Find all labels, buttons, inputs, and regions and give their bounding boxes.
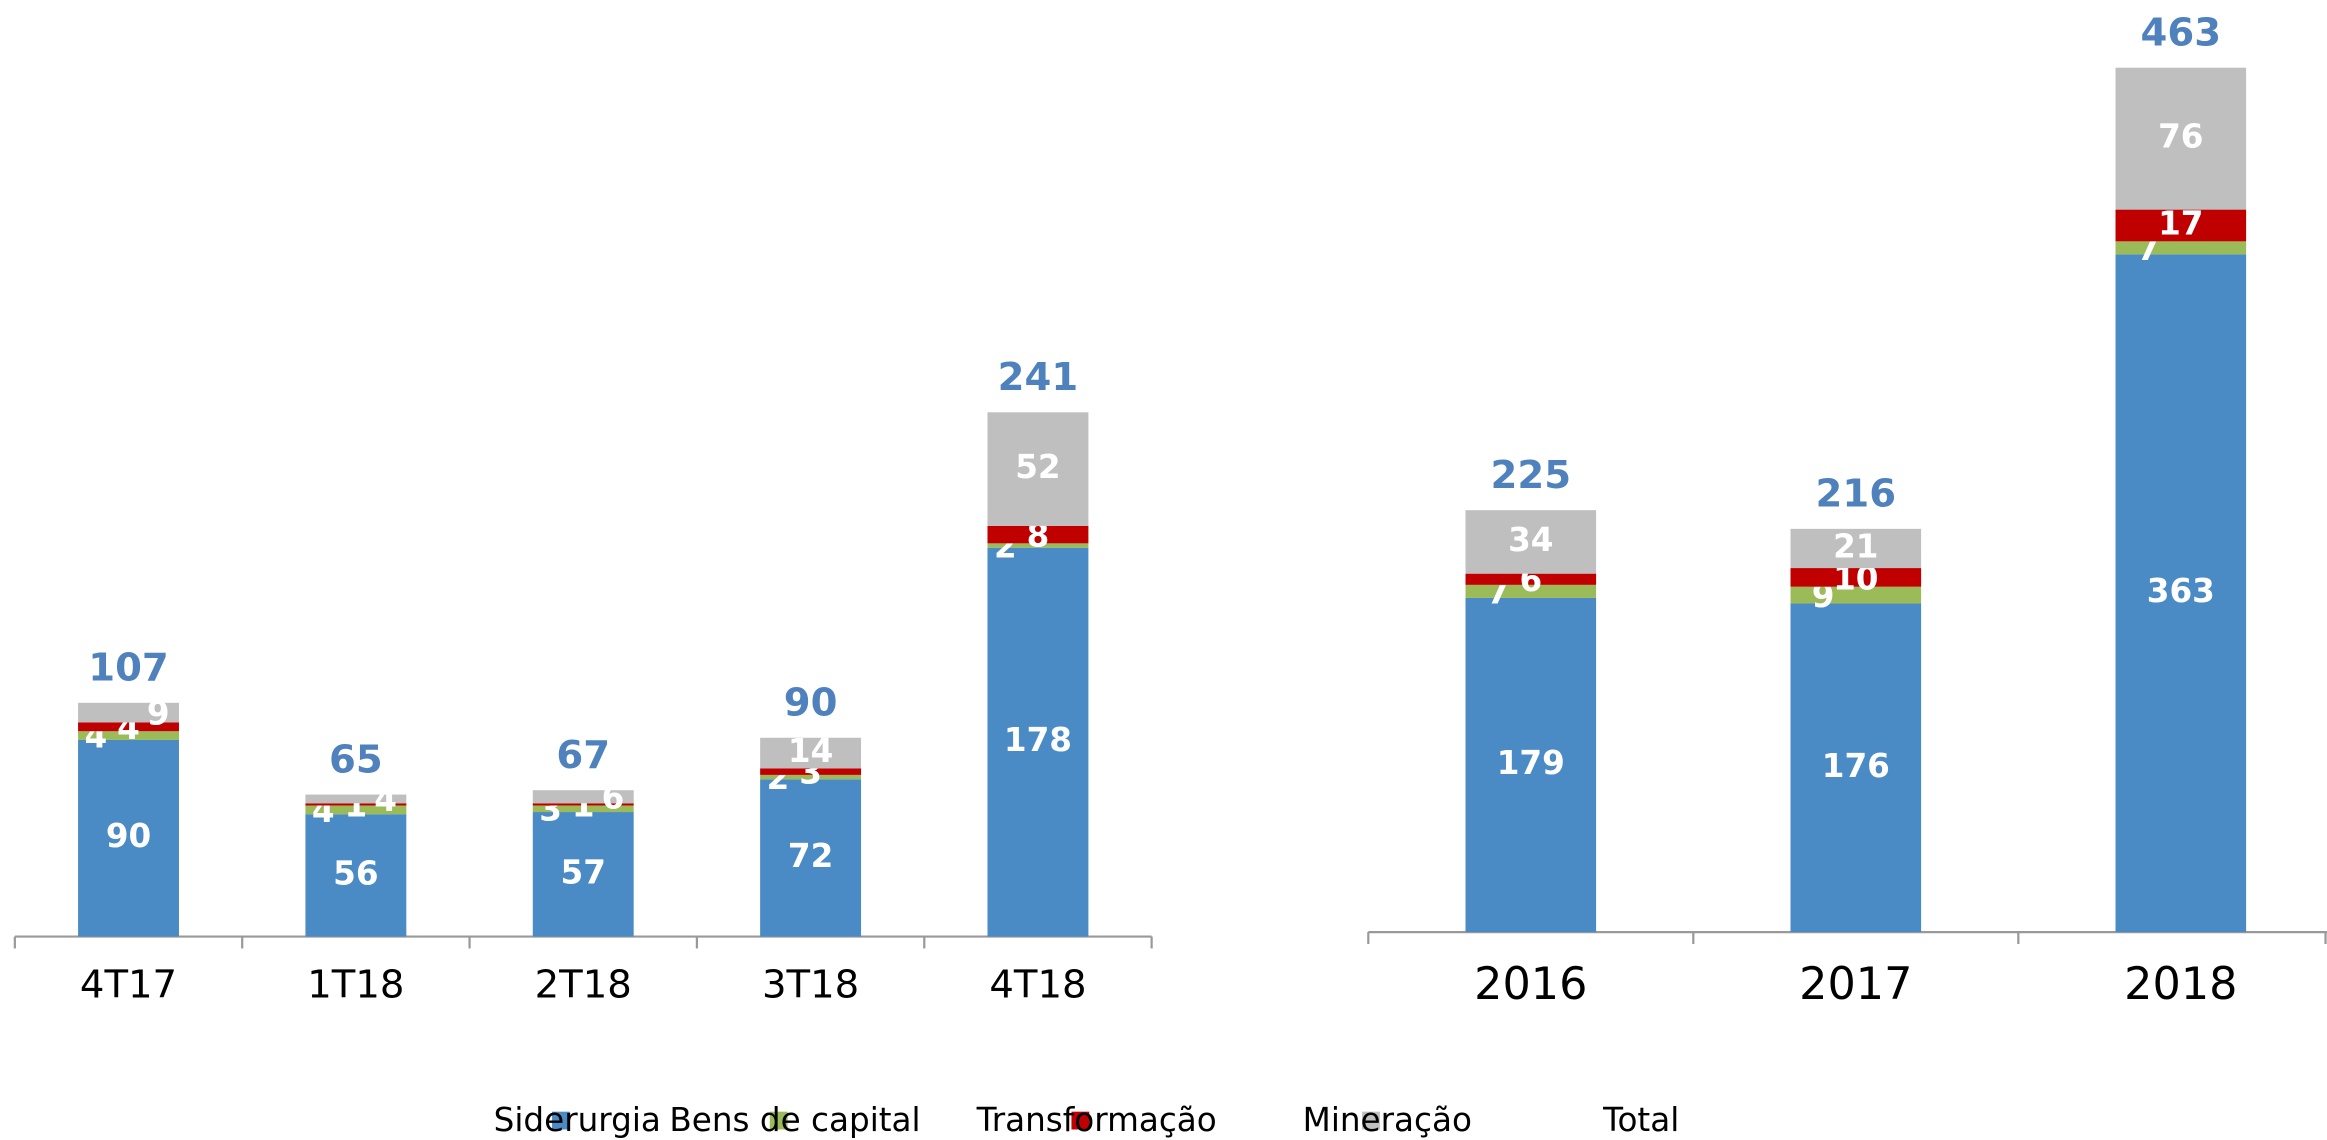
total-label: 90 (784, 681, 838, 726)
total-label: 216 (1816, 472, 1897, 517)
bar-segment (760, 768, 862, 775)
legend-swatch (769, 1111, 788, 1130)
bar-segment (987, 525, 1089, 544)
data-label: 4 (374, 781, 397, 819)
data-label: 9 (147, 695, 170, 733)
data-label: 363 (2147, 572, 2215, 610)
data-label: 57 (561, 853, 606, 891)
bar-segment (2115, 209, 2247, 242)
data-label: 6 (602, 779, 625, 817)
bar-segment (1790, 586, 1922, 604)
x-tick-label: 3T18 (762, 963, 859, 1008)
x-tick-label: 4T17 (80, 963, 177, 1008)
bar-segment (305, 794, 407, 804)
bar-segment (532, 812, 634, 937)
data-label: 178 (1004, 721, 1072, 759)
data-label: 52 (1015, 448, 1060, 486)
data-label: 17 (2158, 204, 2203, 242)
bar-segment (1790, 603, 1922, 933)
legend-label: Siderurgia (494, 1101, 661, 1139)
legend-label: Total (1602, 1101, 1679, 1139)
total-label: 463 (2141, 11, 2222, 56)
data-label: 56 (333, 854, 378, 892)
bar-segment (78, 702, 179, 723)
data-label: 34 (1508, 521, 1553, 559)
data-label: 1 (345, 786, 368, 824)
bar-segment (78, 722, 179, 732)
total-label: 107 (88, 646, 169, 691)
bar-segment (760, 774, 862, 780)
bar-segment (305, 805, 407, 815)
data-label: 21 (1833, 527, 1878, 565)
legend-swatch (552, 1111, 570, 1130)
x-tick-label: 2018 (2124, 959, 2237, 1010)
bar-segment (760, 779, 862, 937)
bar-segment (532, 790, 634, 804)
bar-segment (1465, 584, 1597, 598)
data-label: 8 (1027, 517, 1050, 555)
data-label: 14 (788, 732, 833, 770)
x-tick-label: 1T18 (307, 963, 404, 1008)
legend-swatch (1362, 1111, 1380, 1130)
bar-segment (2115, 254, 2247, 933)
total-label: 67 (556, 733, 610, 778)
bar-segment (1465, 573, 1597, 585)
bar-segment (2115, 67, 2247, 210)
bar-segment (1465, 510, 1597, 574)
x-tick-label: 2017 (1799, 959, 1912, 1010)
bar-segment (305, 814, 407, 937)
data-label: 176 (1822, 747, 1890, 785)
bar-segment (78, 731, 179, 740)
legend-label: Mineração (1303, 1101, 1472, 1139)
x-tick-label: 2T18 (535, 963, 632, 1008)
legend-label: Bens de capital (669, 1101, 920, 1139)
bar-segment (305, 803, 407, 806)
bar-segment (532, 803, 634, 806)
total-label: 241 (998, 355, 1079, 400)
total-label: 65 (329, 737, 383, 782)
data-label: 179 (1497, 744, 1565, 782)
bar-segment (1465, 597, 1597, 933)
data-label: 72 (788, 837, 833, 875)
x-tick-label: 2016 (1474, 959, 1587, 1010)
bar-segment (760, 737, 862, 769)
bar-segment (1790, 568, 1922, 587)
bar-segment (78, 739, 179, 937)
legend-swatch (1071, 1111, 1090, 1130)
data-label: 76 (2158, 118, 2203, 156)
x-tick-label: 4T18 (989, 963, 1086, 1008)
bar-segment (987, 412, 1089, 526)
bar-segment (987, 547, 1089, 937)
data-label: 90 (106, 817, 151, 855)
total-label: 225 (1491, 453, 1572, 498)
bar-segment (1790, 528, 1922, 569)
bar-segment (2115, 241, 2247, 255)
bar-segment (532, 805, 634, 813)
legend-label: Transformação (976, 1101, 1217, 1139)
bar-segment (987, 543, 1089, 548)
